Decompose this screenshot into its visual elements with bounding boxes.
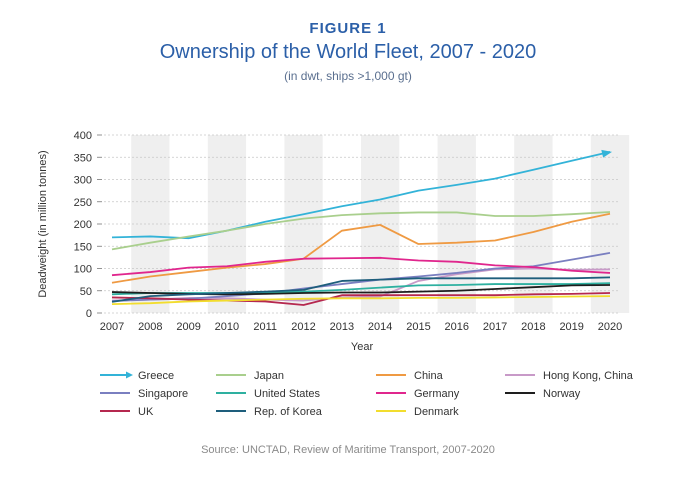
arrowhead-greece — [601, 149, 612, 158]
legend-label-hong-kong-china: Hong Kong, China — [543, 370, 634, 382]
x-tick-label: 2012 — [291, 321, 315, 333]
band-2010 — [207, 135, 247, 313]
y-tick-label: 50 — [80, 286, 92, 298]
series-line-denmark — [111, 295, 611, 305]
figure-label: FIGURE 1 — [309, 20, 387, 37]
x-axis-label: Year — [351, 341, 374, 353]
y-tick-label: 300 — [74, 175, 92, 187]
x-tick-label: 2019 — [559, 321, 583, 333]
x-tick-label: 2017 — [483, 321, 507, 333]
series-line-germany — [111, 256, 611, 277]
x-axis: 2007 2008 2009 2010 2011 2012 2013 2014 2015 2016… — [100, 321, 622, 333]
x-tick-label: 2014 — [368, 321, 392, 333]
series-line-japan — [111, 211, 611, 251]
legend-label-norway: Norway — [543, 388, 581, 400]
chart-subtitle: (in dwt, ships >1,000 gt) — [284, 69, 412, 83]
x-tick-label: 2015 — [406, 321, 430, 333]
y-tick-label: 400 — [74, 130, 92, 142]
legend-label-china: China — [414, 370, 444, 382]
y-tick-label: 350 — [74, 152, 92, 164]
legend-label-rep-of-korea: Rep. of Korea — [254, 406, 323, 418]
series-line-uk — [111, 292, 611, 306]
legend-label-uk: UK — [138, 406, 154, 418]
x-tick-label: 2009 — [176, 321, 200, 333]
x-tick-label: 2016 — [445, 321, 469, 333]
legend-label-united-states: United States — [254, 388, 321, 400]
series-lines — [111, 149, 612, 306]
x-tick-label: 2010 — [215, 321, 239, 333]
y-tick-label: 0 — [86, 308, 92, 320]
y-tick-label: 200 — [74, 219, 92, 231]
y-tick-label: 100 — [74, 264, 92, 276]
x-tick-label: 2013 — [330, 321, 354, 333]
series-line-greece — [111, 151, 611, 240]
legend-label-denmark: Denmark — [414, 406, 459, 418]
legend-arrow-icon — [126, 371, 133, 379]
series-line-rep-of-korea — [111, 276, 611, 303]
y-tick-label: 150 — [74, 241, 92, 253]
y-axis: 0 50 100 150 200 250 300 350 400 — [74, 130, 618, 320]
legend: Greece Japan China Hong Kong, China Singapor… — [100, 370, 634, 418]
y-axis-label: Deadweight (in million tonnes) — [37, 150, 49, 297]
source-note: Source: UNCTAD, Review of Maritime Trans… — [201, 444, 495, 456]
legend-label-germany: Germany — [414, 388, 460, 400]
chart-title: Ownership of the World Fleet, 2007 - 202… — [159, 41, 537, 63]
legend-label-singapore: Singapore — [138, 388, 188, 400]
y-tick-label: 250 — [74, 197, 92, 209]
x-tick-label: 2018 — [521, 321, 545, 333]
x-tick-label: 2007 — [100, 321, 124, 333]
x-tick-label: 2011 — [253, 321, 277, 333]
x-tick-label: 2020 — [598, 321, 622, 333]
series-line-united-states — [111, 282, 611, 296]
legend-label-japan: Japan — [254, 370, 284, 382]
series-line-china — [111, 212, 611, 284]
legend-label-greece: Greece — [138, 370, 174, 382]
x-tick-label: 2008 — [138, 321, 162, 333]
